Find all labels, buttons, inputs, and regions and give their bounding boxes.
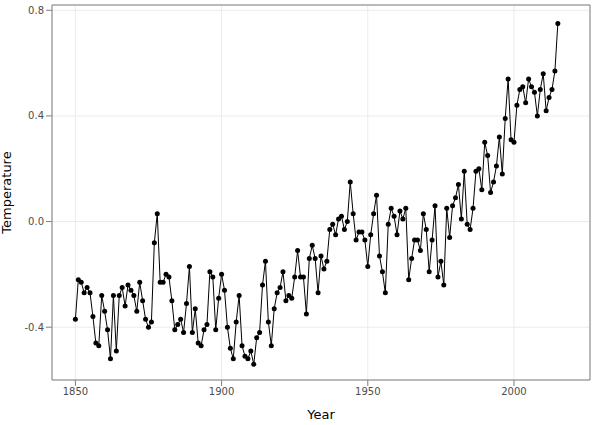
svg-text:Temperature: Temperature [8,151,14,234]
svg-text:1950: 1950 [355,386,380,397]
svg-text:1900: 1900 [209,386,234,397]
svg-text:Year: Year [306,407,335,422]
svg-text:-0.4: -0.4 [24,322,44,333]
svg-text:0.8: 0.8 [28,5,44,16]
svg-text:1850: 1850 [63,386,88,397]
svg-text:0.4: 0.4 [28,110,44,121]
svg-text:0.0: 0.0 [28,216,44,227]
svg-text:2000: 2000 [501,386,526,397]
